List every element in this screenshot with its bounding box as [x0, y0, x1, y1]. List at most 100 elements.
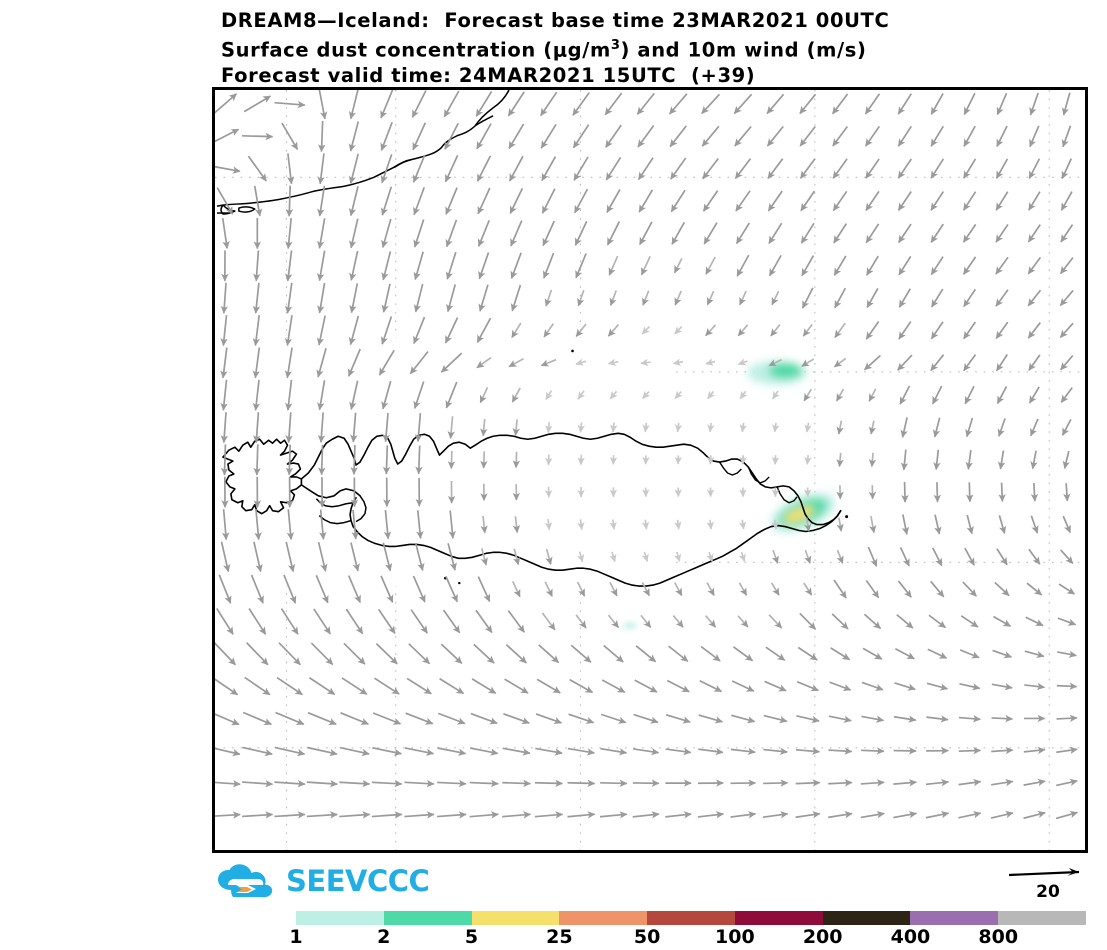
wind-arrow [275, 711, 305, 726]
wind-arrow [383, 510, 392, 540]
wind-arrow [348, 315, 360, 346]
wind-arrow [475, 91, 493, 117]
wind-arrow [508, 123, 525, 150]
wind-arrow [285, 412, 293, 444]
wind-arrow [313, 608, 332, 635]
wind-arrow [605, 156, 622, 181]
colorbar-tick-800: 800 [978, 926, 1019, 948]
wind-arrow [285, 444, 294, 476]
seevccc-logo[interactable]: SEEVCCC [216, 861, 431, 901]
wind-arrow [869, 515, 877, 534]
wind-arrow [665, 714, 691, 724]
wind-arrow [247, 155, 267, 182]
wind-arrow [510, 220, 523, 247]
wind-arrow [445, 187, 458, 215]
wind-arrow [349, 250, 359, 281]
wind-arrow [670, 189, 686, 213]
colorbar-segment-25 [559, 911, 648, 925]
wind-arrow [442, 609, 461, 634]
wind-arrow [513, 548, 521, 566]
wind-arrow [764, 680, 787, 692]
wind-arrow [828, 715, 852, 723]
wind-arrow [535, 747, 563, 756]
wind-arrow [508, 155, 524, 182]
wind-arrow [1024, 650, 1045, 659]
wind-arrow [372, 746, 402, 756]
south-coast-trace [623, 622, 638, 629]
wind-arrow [706, 290, 715, 306]
wind-arrow [439, 677, 465, 695]
wind-arrow [963, 158, 977, 179]
wind-arrow [963, 92, 976, 116]
wind-arrow [671, 221, 686, 245]
title-line-model: DREAM8—Iceland: Forecast base time 23MAR… [221, 9, 890, 32]
wind-arrow [317, 282, 326, 314]
wind-arrow [705, 256, 716, 275]
wind-arrow [1023, 810, 1046, 820]
wind-arrow [897, 158, 912, 179]
wind-arrow [317, 542, 328, 572]
wind-arrow [990, 810, 1014, 819]
wind-arrow [381, 218, 392, 249]
wind-arrow [767, 158, 784, 179]
wind-arrow [1028, 191, 1041, 211]
wind-arrow [1023, 778, 1046, 787]
wind-arrow [542, 252, 555, 279]
wind-arrow [963, 321, 977, 340]
wind-arrow [444, 155, 459, 183]
wind-arrow [867, 546, 878, 567]
wind-arrow [995, 321, 1009, 339]
wind-arrow [216, 187, 234, 215]
wind-arrow [380, 575, 394, 603]
map-canvas[interactable] [215, 90, 1085, 850]
wind-arrow [927, 648, 948, 659]
wind-arrow [669, 125, 687, 148]
wind-arrow [737, 615, 749, 628]
wind-arrow [380, 186, 393, 216]
wind-arrow [1060, 387, 1073, 403]
wind-arrow [804, 549, 812, 564]
wind-arrow [252, 315, 261, 347]
wind-arrow [701, 93, 721, 115]
colorbar-segment-800 [998, 911, 1087, 925]
wind-arrow [934, 514, 942, 535]
wind-arrow [699, 679, 723, 693]
colorbar-segment-50 [647, 911, 735, 925]
wind-arrow [242, 780, 274, 788]
colorbar[interactable]: 1 2 5 25 50 100 200 400 800 [289, 911, 1087, 949]
wind-arrow [220, 541, 231, 573]
wind-arrow [899, 385, 911, 405]
wind-arrow [406, 677, 432, 695]
unit-exponent: 3 [610, 38, 621, 53]
wind-arrow [893, 715, 917, 723]
dust-concentration-field [623, 360, 835, 629]
wind-arrow [512, 419, 520, 436]
wind-arrow [220, 282, 229, 314]
forecast-map[interactable] [212, 87, 1088, 853]
wind-arrow [253, 412, 261, 444]
wind-arrow [734, 125, 752, 147]
wind-arrow [634, 679, 658, 693]
wind-arrow [577, 551, 585, 563]
wind-arrow [544, 519, 553, 531]
wind-arrow [772, 422, 780, 433]
wind-arrow [993, 615, 1012, 627]
wind-arrow [965, 417, 974, 438]
wind-arrow [698, 747, 724, 756]
wind-arrow [632, 747, 660, 756]
wind-arrow [576, 581, 586, 597]
wind-arrow [350, 445, 358, 475]
wind-arrow [958, 810, 982, 819]
colorbar-tick-1: 1 [289, 926, 303, 948]
wind-arrow [965, 482, 974, 503]
wind-arrow [348, 121, 360, 152]
wind-arrow [1059, 257, 1074, 275]
wind-arrow [965, 450, 973, 470]
wind-arrow [733, 93, 753, 115]
wind-arrow [865, 255, 879, 276]
wind-arrow [609, 551, 617, 563]
wind-arrow [607, 323, 620, 337]
wind-arrow [930, 288, 944, 308]
wind-arrow [828, 779, 853, 787]
wind-arrow [412, 575, 426, 603]
